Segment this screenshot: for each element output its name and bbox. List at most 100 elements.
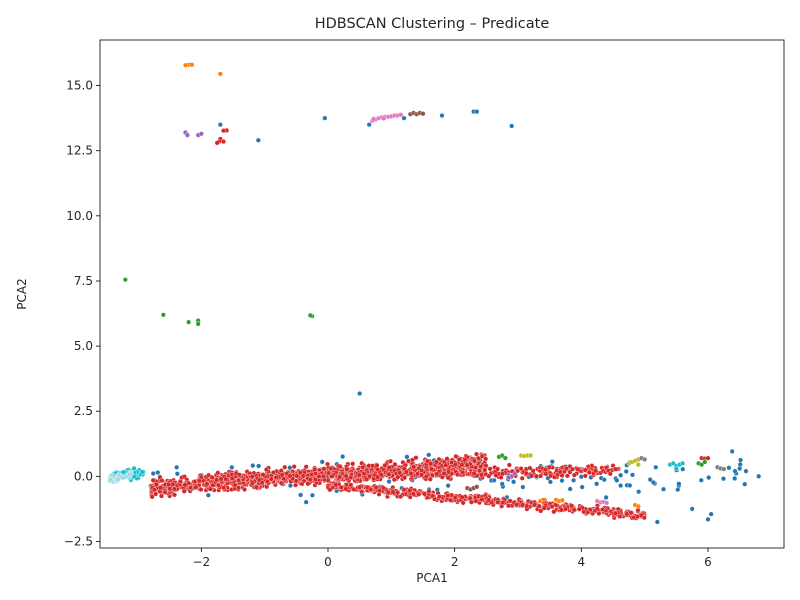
cluster-point xyxy=(316,473,322,479)
scatter-point xyxy=(499,453,505,458)
cluster-point xyxy=(578,474,584,480)
cluster-point xyxy=(159,478,165,484)
cluster-point xyxy=(434,471,440,477)
cluster-point xyxy=(551,474,557,480)
cluster-point xyxy=(162,489,168,495)
cluster-point xyxy=(205,492,211,498)
scatter-point xyxy=(401,115,407,121)
cluster-point xyxy=(426,488,432,494)
cluster-point xyxy=(386,471,392,477)
scatter-point xyxy=(654,519,660,525)
cluster-point xyxy=(542,467,548,473)
cluster-point xyxy=(443,462,449,468)
cluster-point xyxy=(351,486,357,492)
cluster-point xyxy=(547,479,553,485)
cluster-point xyxy=(312,476,318,482)
plot-frame xyxy=(99,39,785,549)
cluster-point xyxy=(207,486,213,492)
scatter-point xyxy=(307,312,313,318)
scatter-point xyxy=(221,128,226,134)
cluster-point xyxy=(297,470,303,476)
cluster-point xyxy=(348,474,354,480)
cluster-point xyxy=(150,471,156,477)
cluster-point xyxy=(273,474,279,480)
cluster-point xyxy=(380,485,386,491)
cluster-point xyxy=(650,479,656,485)
cluster-point xyxy=(706,475,712,481)
cluster-point xyxy=(309,492,315,498)
cluster-point xyxy=(559,478,565,484)
cluster-point xyxy=(607,471,613,477)
cluster-point xyxy=(479,496,485,502)
cluster-point xyxy=(305,481,311,487)
scatter-point xyxy=(528,453,534,458)
scatter-point xyxy=(420,111,426,117)
cluster-point xyxy=(392,461,398,467)
cluster-point xyxy=(406,458,411,464)
cluster-point xyxy=(340,454,346,460)
cluster-point xyxy=(343,486,349,492)
cluster-point xyxy=(403,469,409,475)
cluster-point xyxy=(166,482,172,488)
cluster-point xyxy=(196,478,202,484)
cluster-point xyxy=(204,481,210,487)
cluster-point xyxy=(613,466,619,472)
cluster-point xyxy=(360,464,366,470)
cluster-point xyxy=(436,494,442,500)
cluster-point xyxy=(483,463,489,469)
cluster-point xyxy=(174,471,180,477)
cluster-point xyxy=(407,487,413,493)
scatter-point xyxy=(255,137,261,143)
scatter-point xyxy=(699,462,705,468)
cluster-point xyxy=(569,503,575,509)
cluster-point xyxy=(218,476,224,482)
cluster-point xyxy=(307,477,313,483)
cluster-point xyxy=(337,474,343,480)
x-tick-label: −2 xyxy=(192,555,210,569)
cluster-point xyxy=(242,487,248,492)
cluster-point xyxy=(569,466,575,472)
cluster-point xyxy=(139,469,145,475)
cluster-point xyxy=(327,487,333,493)
y-tick-label: 12.5 xyxy=(66,144,93,158)
cluster-point xyxy=(476,455,482,461)
scatter-point xyxy=(689,506,695,512)
cluster-point xyxy=(534,473,539,479)
cluster-point xyxy=(321,473,327,479)
cluster-point xyxy=(300,473,306,479)
cluster-point xyxy=(495,499,501,505)
cluster-point xyxy=(378,472,384,478)
cluster-point xyxy=(661,486,666,492)
cluster-point xyxy=(193,484,199,490)
cluster-point xyxy=(563,506,569,512)
cluster-point xyxy=(424,458,430,464)
scatter-point xyxy=(635,462,641,468)
cluster-point xyxy=(390,489,396,495)
cluster-point xyxy=(338,484,344,490)
cluster-point xyxy=(395,490,401,496)
cluster-point xyxy=(551,509,557,515)
cluster-point xyxy=(559,472,565,478)
cluster-point xyxy=(471,458,477,464)
scatter-point xyxy=(160,312,166,318)
cluster-point xyxy=(582,473,588,479)
cluster-point xyxy=(229,464,235,470)
cluster-point xyxy=(374,462,380,468)
cluster-point xyxy=(321,466,327,472)
cluster-point xyxy=(344,466,350,472)
cluster-point xyxy=(282,464,288,470)
cluster-point xyxy=(527,465,533,471)
cluster-point xyxy=(491,477,497,483)
cluster-point xyxy=(198,486,204,492)
cluster-point xyxy=(530,468,536,474)
scatter-point xyxy=(642,456,648,462)
cluster-point xyxy=(675,487,681,493)
scatter-point xyxy=(439,113,445,119)
cluster-point xyxy=(541,505,547,511)
cluster-point xyxy=(500,500,506,506)
cluster-point xyxy=(170,481,176,487)
cluster-point xyxy=(447,497,453,503)
cluster-point xyxy=(270,470,276,476)
cluster-point xyxy=(215,482,221,488)
